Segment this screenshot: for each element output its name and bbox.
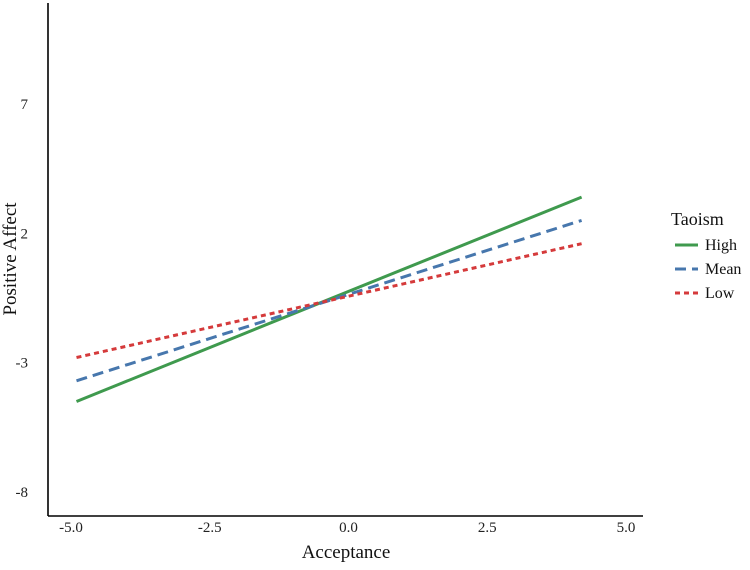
legend-label: High bbox=[705, 237, 737, 254]
legend-item-high: High bbox=[675, 237, 737, 254]
y-tick-label: 7 bbox=[21, 97, 29, 113]
x-axis-title: Acceptance bbox=[302, 542, 391, 563]
axes bbox=[47, 3, 643, 517]
legend-item-mean: Mean bbox=[675, 261, 741, 278]
x-tick-label: 0.0 bbox=[339, 520, 358, 536]
y-tick-label: -3 bbox=[16, 356, 29, 372]
x-tick-label: -2.5 bbox=[198, 520, 222, 536]
y-tick-label: 2 bbox=[21, 226, 29, 242]
y-tick-label: -8 bbox=[16, 485, 29, 501]
x-tick-label: 2.5 bbox=[478, 520, 497, 536]
x-tick-label: 5.0 bbox=[617, 520, 636, 536]
legend: Taoism High Mean Low bbox=[671, 209, 741, 302]
x-tick-labels: -5.0 -2.5 0.0 2.5 5.0 bbox=[59, 520, 635, 536]
legend-label: Low bbox=[705, 285, 735, 302]
legend-label: Mean bbox=[705, 261, 741, 278]
series-line-mean bbox=[76, 218, 583, 383]
series-lines bbox=[75, 195, 583, 403]
y-axis-title: Positive Affect bbox=[0, 202, 21, 316]
legend-item-low: Low bbox=[675, 285, 735, 302]
y-tick-labels: -8 -3 2 7 bbox=[16, 97, 29, 501]
x-tick-label: -5.0 bbox=[59, 520, 83, 536]
legend-title: Taoism bbox=[671, 209, 724, 229]
